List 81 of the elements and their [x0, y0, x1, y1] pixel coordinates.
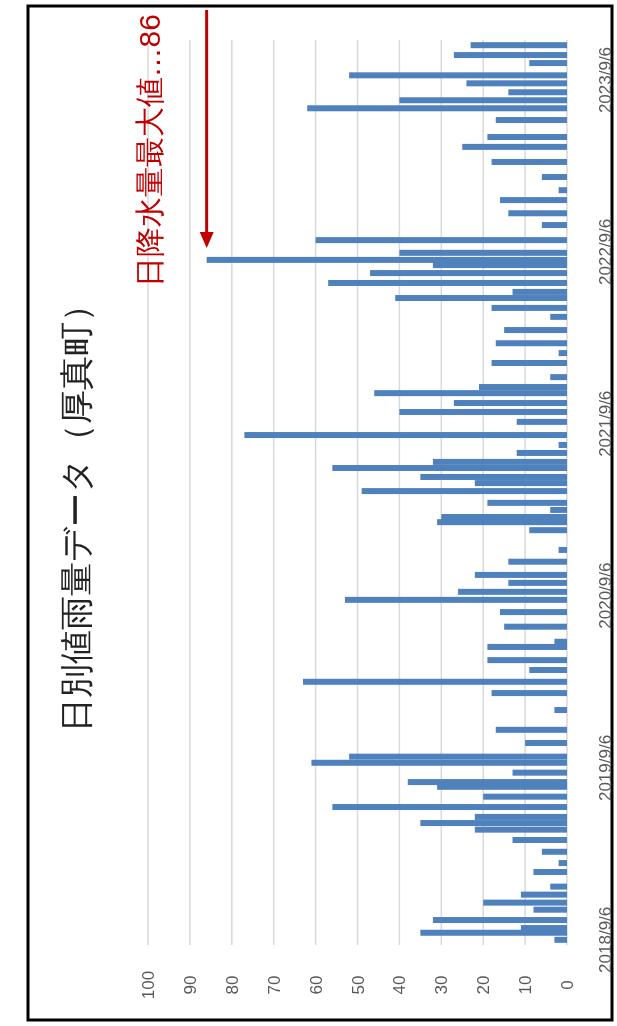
y-tick-label: 2019/9/6	[596, 734, 615, 802]
bar	[307, 105, 567, 112]
x-tick-label: 10	[516, 975, 536, 995]
bar	[332, 804, 567, 811]
bar	[533, 869, 567, 876]
bar	[508, 89, 567, 96]
x-tick-label: 0	[558, 980, 577, 990]
x-tick-label: 30	[432, 975, 452, 995]
x-tick-label: 50	[348, 975, 368, 995]
bar	[474, 571, 567, 578]
bar	[508, 558, 567, 565]
bar	[487, 657, 567, 664]
x-tick-label: 100	[139, 970, 158, 1000]
bar	[462, 143, 567, 150]
bar	[525, 740, 567, 746]
bar	[558, 860, 567, 867]
bar	[315, 237, 567, 244]
bar	[504, 623, 567, 630]
bar	[558, 187, 567, 194]
bar	[453, 400, 567, 407]
bar	[512, 769, 567, 776]
bar	[328, 279, 567, 286]
bar	[550, 883, 567, 890]
bar	[466, 80, 567, 87]
text: 日別値雨量データ（厚真町）	[57, 288, 95, 732]
bar	[558, 350, 567, 357]
bar	[550, 313, 567, 320]
bar	[487, 134, 567, 140]
bar	[349, 72, 567, 79]
bar	[495, 340, 567, 347]
bar	[361, 488, 567, 495]
bar	[453, 52, 567, 59]
y-tick-label: 2023/9/6	[596, 46, 615, 114]
bar	[495, 117, 567, 124]
y-tick-label: 2020/9/6	[596, 562, 615, 629]
bar	[504, 327, 567, 334]
bar	[487, 643, 567, 650]
bar	[491, 304, 567, 311]
bar	[491, 158, 567, 165]
bar	[370, 270, 567, 277]
y-tick-label: 2018/9/6	[596, 906, 615, 973]
bar	[491, 360, 567, 367]
y-tick-label: 2021/9/6	[596, 390, 615, 457]
x-tick-label: 70	[264, 975, 284, 995]
annotation: 日降水量最大値…86	[133, 14, 166, 288]
bar	[529, 667, 567, 674]
bar	[550, 374, 567, 381]
bar	[529, 60, 567, 67]
bar	[483, 793, 567, 800]
bar	[541, 222, 567, 229]
bar	[541, 848, 567, 855]
bar	[512, 837, 567, 843]
bar	[491, 690, 567, 697]
x-tick-label: 60	[306, 975, 326, 995]
bar	[520, 891, 567, 898]
bar	[541, 174, 567, 181]
x-tick-label: 40	[390, 975, 410, 995]
bar	[516, 449, 567, 456]
bar	[344, 596, 567, 603]
bar	[432, 917, 567, 924]
bar	[470, 42, 567, 49]
bar	[558, 441, 567, 448]
bar	[495, 726, 567, 733]
bar	[303, 678, 567, 685]
bar	[508, 579, 567, 586]
bar	[399, 97, 567, 104]
bar	[499, 197, 567, 204]
bar	[508, 210, 567, 217]
bar	[458, 588, 567, 595]
bar	[499, 609, 567, 616]
x-tick-label: 90	[180, 975, 200, 995]
bar	[529, 527, 567, 534]
bar	[558, 546, 567, 553]
bar	[516, 418, 567, 425]
bar	[554, 707, 567, 714]
bar	[407, 779, 567, 786]
bar	[244, 432, 567, 439]
bar	[399, 408, 567, 415]
x-tick-label: 80	[222, 975, 242, 995]
x-tick-label: 20	[474, 975, 494, 995]
y-tick-label: 2022/9/6	[596, 218, 615, 285]
